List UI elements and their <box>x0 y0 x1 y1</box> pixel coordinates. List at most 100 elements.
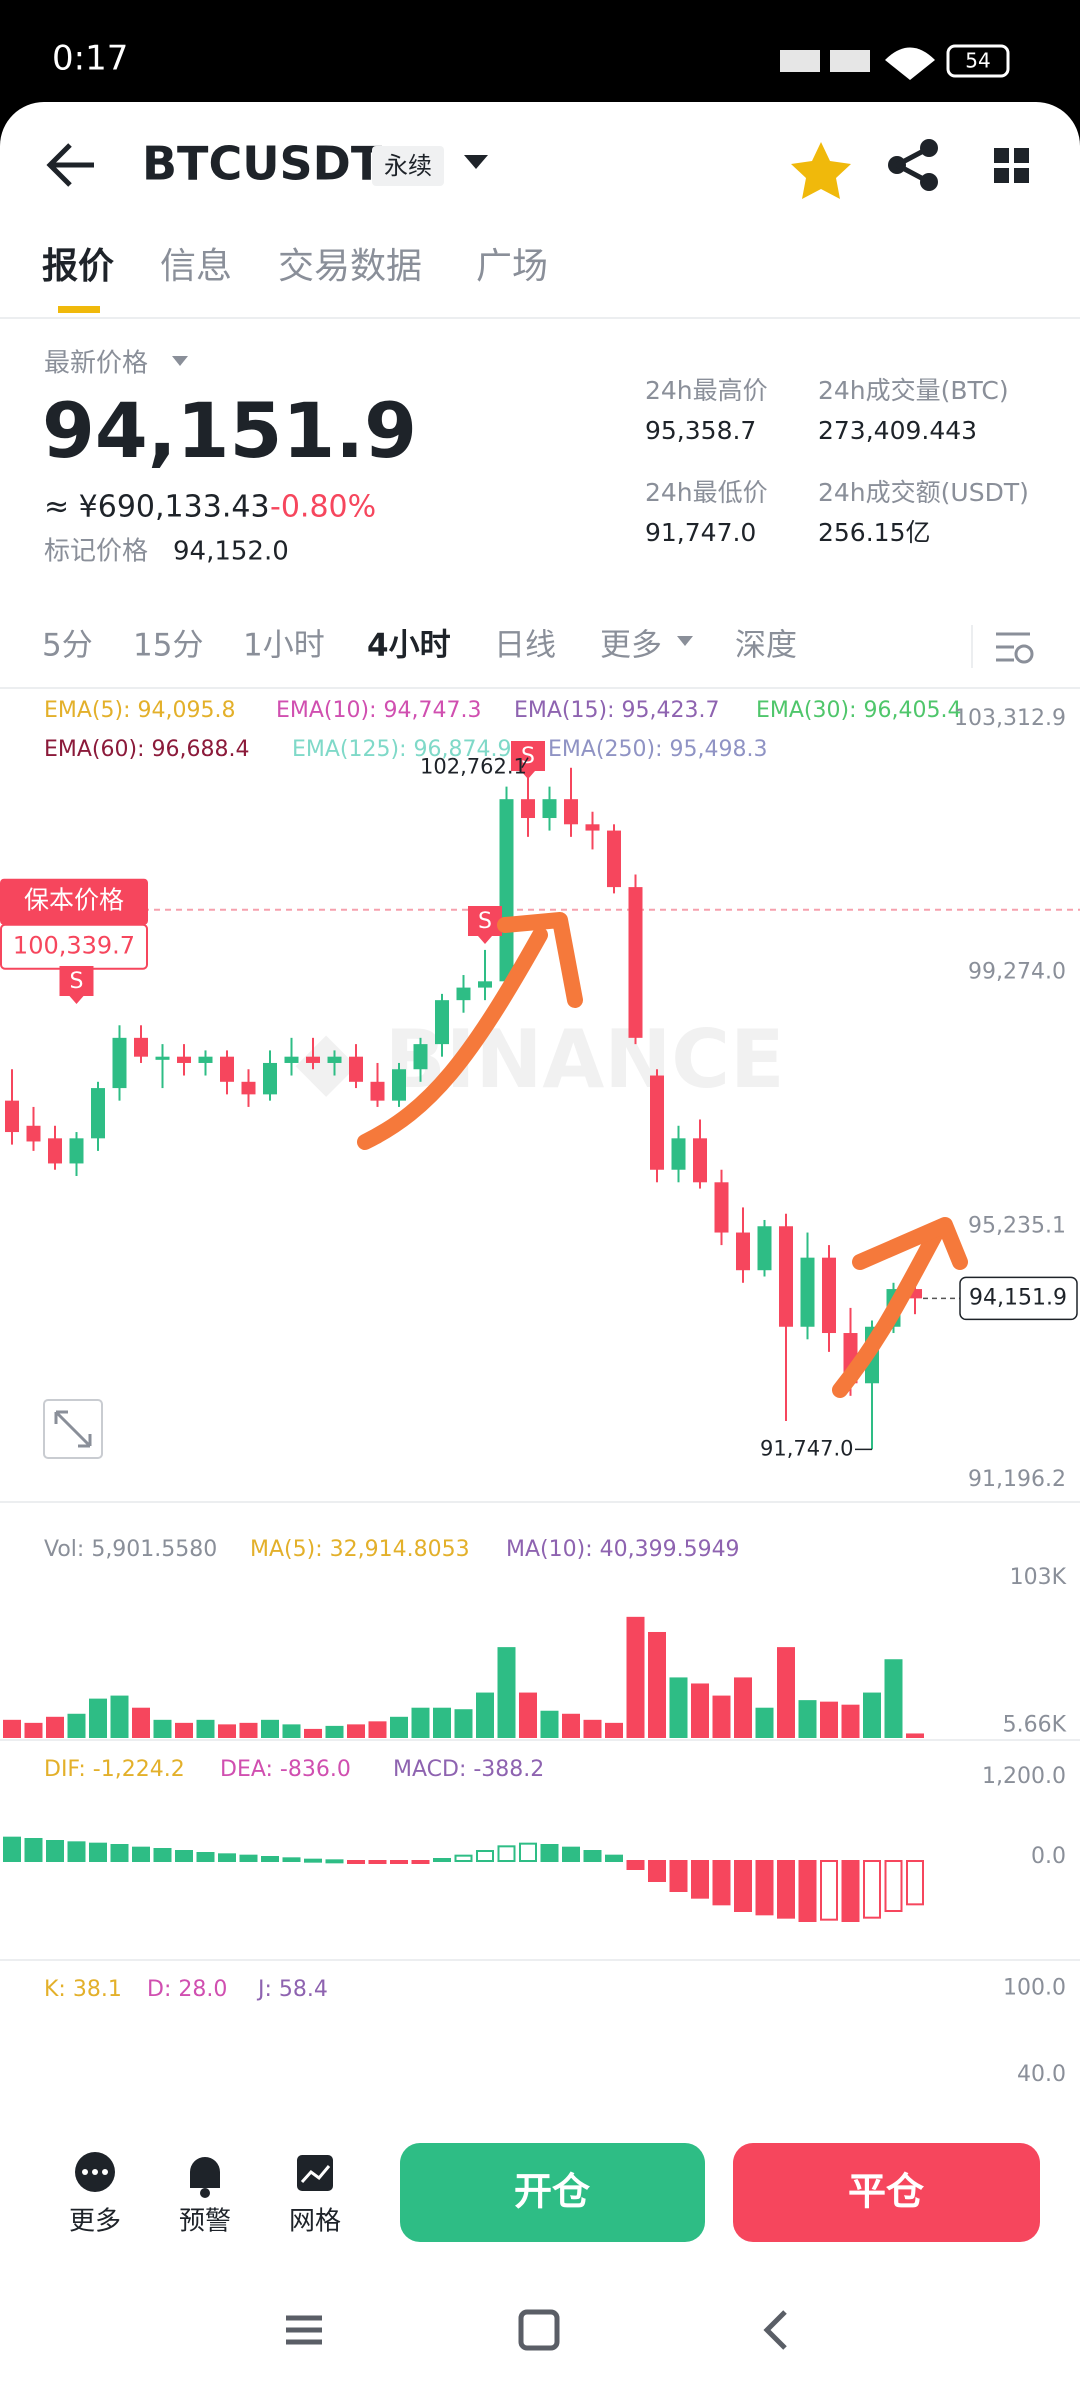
breakeven-price: 100,339.7 <box>13 932 135 960</box>
bottom-item[interactable]: 更多 <box>69 2207 121 2237</box>
macd-bar <box>433 1858 451 1862</box>
bottom-item[interactable]: 预警 <box>179 2207 231 2237</box>
macd-bar <box>454 1854 473 1862</box>
stat-label: 24h最高价 <box>645 376 768 405</box>
legend-item: D: 28.0 <box>147 1977 227 2002</box>
nav-back[interactable] <box>763 2310 787 2350</box>
macd-bar <box>755 1860 774 1916</box>
share[interactable] <box>888 139 938 191</box>
tab[interactable]: 广场 <box>476 246 548 287</box>
volume-bar <box>863 1692 881 1738</box>
breakeven-label: 保本价格 <box>24 886 124 915</box>
candle-body <box>478 981 492 988</box>
last-price: 94,151.9 <box>42 386 417 475</box>
candle-body <box>564 799 578 825</box>
change: -0.80% <box>270 490 376 525</box>
volume-bar <box>454 1709 473 1738</box>
stat-value: 91,747.0 <box>645 518 756 547</box>
y-tick-label: 99,274.0 <box>968 960 1066 985</box>
y-tick-label: 0.0 <box>1031 1844 1066 1869</box>
macd-bar <box>476 1850 494 1862</box>
candle-body <box>542 799 557 819</box>
candle-body <box>263 1062 277 1095</box>
close-button[interactable] <box>733 2143 1040 2242</box>
cny-price: ≈ ¥690,133.43 <box>44 490 270 525</box>
volume-bar <box>239 1722 258 1738</box>
signal-marker <box>511 741 545 779</box>
macd-bar <box>712 1860 731 1906</box>
interval[interactable]: 更多 <box>600 628 662 664</box>
nav-bar <box>286 2309 787 2351</box>
legend-item: EMA(10): 94,747.3 <box>276 698 481 723</box>
volume-bar <box>734 1677 752 1738</box>
favorite[interactable] <box>791 142 851 199</box>
candle-body <box>585 824 600 831</box>
back-button[interactable] <box>46 143 94 187</box>
high-label: 102,762.1 <box>420 755 527 779</box>
macd-bar <box>325 1859 344 1864</box>
grid-menu[interactable] <box>994 148 1029 183</box>
macd-bar <box>3 1836 21 1862</box>
contract: 永续 <box>384 152 432 180</box>
interval[interactable]: 日线 <box>494 628 556 664</box>
candle-body <box>306 1056 320 1063</box>
nav-menu[interactable] <box>286 2315 322 2345</box>
macd-bar <box>304 1858 322 1863</box>
candle-body <box>650 1075 664 1170</box>
candle-body <box>499 799 514 982</box>
interval[interactable]: 4小时 <box>367 628 451 664</box>
macd-bar <box>777 1860 795 1919</box>
candle-body <box>26 1125 41 1142</box>
interval[interactable]: 15分 <box>133 628 203 664</box>
y-tick-label: 1,200.0 <box>982 1764 1066 1789</box>
volume-bar <box>820 1701 838 1738</box>
volume-bar <box>476 1692 494 1738</box>
legend-item: MA(10): 40,399.5949 <box>506 1537 740 1562</box>
macd-bar <box>347 1860 365 1864</box>
nav-home[interactable] <box>518 2309 560 2351</box>
macd-bar <box>89 1842 107 1862</box>
watermark: ◆ BINANCE <box>295 1013 784 1106</box>
y-tick-label: 91,196.2 <box>968 1467 1066 1492</box>
volume-bar <box>433 1707 451 1738</box>
y-tick-label: 5.66K <box>1003 1712 1067 1737</box>
macd-bar <box>863 1860 881 1919</box>
interval[interactable]: 1小时 <box>243 628 325 664</box>
candle-body <box>800 1257 815 1327</box>
bottom-item[interactable]: 网格 <box>289 2207 341 2237</box>
stat-value: 273,409.443 <box>818 416 977 445</box>
y-tick-label: 103K <box>1010 1565 1067 1590</box>
volume-bar <box>497 1647 516 1738</box>
stat-label: 24h成交额(USDT) <box>818 478 1029 507</box>
candle-body <box>714 1182 729 1233</box>
candle-body <box>327 1056 342 1063</box>
macd-bar <box>605 1854 623 1862</box>
candle-body <box>198 1056 213 1063</box>
volume-bar <box>669 1677 688 1738</box>
signal-icons <box>780 47 935 80</box>
battery: 54 <box>965 49 990 73</box>
tab[interactable]: 交易数据 <box>278 246 422 287</box>
candle-body <box>349 1056 363 1082</box>
symbol-dropdown[interactable] <box>464 155 488 169</box>
open-button[interactable] <box>400 2143 705 2242</box>
interval[interactable]: 5分 <box>42 628 93 664</box>
macd-bar <box>239 1854 258 1862</box>
candle-body <box>284 1056 299 1063</box>
legend-item: MACD: -388.2 <box>393 1757 544 1782</box>
macd-bar <box>734 1860 752 1912</box>
tab[interactable]: 报价 <box>42 246 114 287</box>
last-price-tag: 94,151.9 <box>969 1285 1067 1310</box>
interval[interactable]: 深度 <box>735 628 797 664</box>
volume-bar <box>562 1713 580 1738</box>
legend-item: EMA(60): 96,688.4 <box>44 737 249 762</box>
settings-icon[interactable] <box>996 632 1034 664</box>
macd-bar <box>46 1840 64 1862</box>
legend-item: J: 58.4 <box>256 1977 328 2002</box>
macd-bar <box>906 1860 924 1906</box>
macd-bar <box>497 1845 516 1863</box>
tab[interactable]: 信息 <box>160 246 232 287</box>
close-label: 平仓 <box>848 2170 925 2214</box>
candle-body <box>456 987 471 1001</box>
